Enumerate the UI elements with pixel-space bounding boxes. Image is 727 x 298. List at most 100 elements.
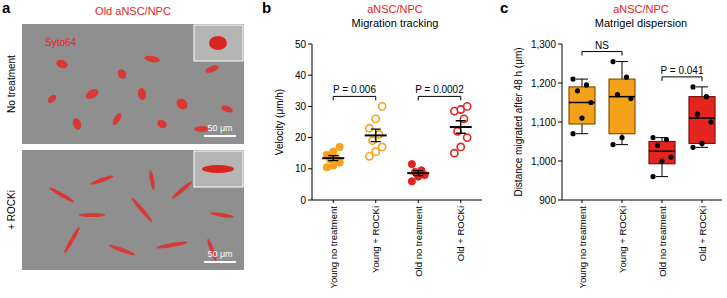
annotation: P = 0.041 — [661, 65, 704, 76]
y-tick-label: 1,200 — [531, 78, 556, 89]
data-point — [619, 135, 624, 140]
annotation: P = 0.0002 — [415, 84, 464, 95]
y-tick-label: 50 — [295, 39, 307, 50]
whisker-cap — [656, 176, 668, 177]
box — [609, 79, 635, 134]
x-tick — [662, 200, 663, 203]
whisker-cap — [616, 144, 628, 145]
data-point — [379, 143, 386, 150]
data-point — [570, 77, 575, 82]
cell — [79, 213, 105, 217]
y-tick — [558, 83, 562, 84]
cell — [108, 243, 136, 256]
whisker-cap — [576, 79, 588, 80]
y-tick — [308, 44, 312, 45]
data-point — [330, 148, 337, 155]
data-point — [708, 119, 713, 124]
box — [689, 97, 715, 144]
data-point — [610, 142, 615, 147]
data-point — [664, 137, 669, 142]
data-point — [408, 178, 415, 185]
x-tick-label: Old no treatment — [413, 206, 424, 277]
x-tick-label: Old + ROCKi — [455, 206, 466, 261]
scale-bar-label: 50 μm — [207, 123, 232, 133]
row-label: No treatment — [6, 55, 17, 113]
data-point — [372, 148, 379, 155]
x-tick-label: Young no treatment — [577, 206, 588, 289]
plot-area — [322, 103, 472, 185]
scale-bar — [204, 135, 236, 137]
cell — [137, 87, 147, 100]
image-bg — [22, 150, 244, 270]
cell — [49, 186, 75, 203]
cell — [63, 226, 81, 254]
cell — [71, 117, 83, 131]
panel-label: c — [500, 0, 508, 16]
y-tick-label: 30 — [295, 101, 307, 112]
whisker-cap — [576, 133, 588, 134]
scale-bar-label: 50 μm — [207, 249, 232, 259]
micrograph — [22, 24, 244, 144]
whisker-cap — [696, 86, 708, 87]
cell — [220, 104, 233, 114]
x-tick-label: Young no treatment — [328, 206, 339, 289]
y-tick-label: 0 — [300, 195, 306, 206]
inset — [194, 151, 243, 187]
image-bg — [22, 24, 244, 144]
data-point — [690, 84, 695, 89]
x-tick-label: Old + ROCKi — [697, 206, 708, 261]
x-tick — [375, 200, 376, 203]
cell — [46, 93, 58, 104]
y-tick-label: 20 — [295, 132, 307, 143]
y-tick — [308, 200, 312, 201]
y-tick-label: 10 — [295, 163, 307, 174]
chart-title: aNSC/NPC — [613, 3, 669, 15]
data-point — [408, 161, 415, 168]
data-point — [699, 141, 704, 146]
row-label: + ROCKi — [6, 190, 17, 230]
y-tick — [558, 200, 562, 201]
y-tick — [558, 161, 562, 162]
y-tick — [558, 44, 562, 45]
x-tick — [622, 200, 623, 203]
data-point — [575, 88, 580, 93]
data-point — [588, 100, 593, 105]
y-axis-label: Distance migrated after 48 h (μm) — [513, 47, 524, 196]
x-axis — [312, 200, 482, 201]
chart-subtitle: Matrigel dispersion — [595, 17, 687, 29]
data-point — [690, 145, 695, 150]
significance-bracket — [333, 96, 376, 100]
y-tick — [558, 122, 562, 123]
data-point — [457, 143, 464, 150]
box — [569, 87, 595, 124]
data-point — [610, 59, 615, 64]
data-point — [366, 125, 373, 132]
y-tick-label: 900 — [539, 195, 556, 206]
data-point — [659, 158, 664, 163]
lower-whisker — [582, 124, 583, 134]
data-point — [336, 143, 343, 150]
x-tick-label: Old no treatment — [657, 206, 668, 277]
data-point — [655, 143, 660, 148]
stain-label: Syto64 — [45, 37, 77, 48]
whisker-cap — [616, 61, 628, 62]
y-tick — [308, 106, 312, 107]
data-point — [464, 103, 471, 110]
cell — [210, 211, 234, 219]
panel-title: Old aNSC/NPC — [95, 5, 171, 17]
y-tick — [308, 168, 312, 169]
micrograph — [22, 150, 244, 270]
x-tick-label: Young + ROCKi — [617, 206, 628, 273]
x-tick — [582, 200, 583, 203]
cell — [204, 64, 219, 74]
data-point — [628, 96, 633, 101]
data-point — [624, 75, 629, 80]
y-tick-label: 40 — [295, 70, 307, 81]
cell — [130, 196, 154, 223]
data-point — [650, 174, 655, 179]
x-tick — [418, 200, 419, 203]
cell — [144, 55, 161, 64]
x-tick-label: Young + ROCKi — [370, 206, 381, 273]
data-point — [668, 155, 673, 160]
significance-bracket — [582, 52, 622, 56]
